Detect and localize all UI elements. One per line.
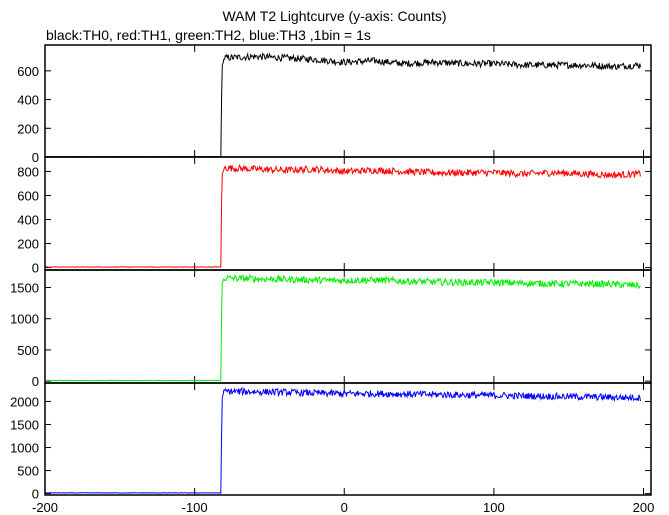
x-tick-label: -100 [182,500,208,515]
y-tick-label: 0 [32,374,39,389]
y-tick-label: 500 [17,343,39,358]
chart-subtitle: black:TH0, red:TH1, green:TH2, blue:TH3 … [46,27,371,43]
y-tick-label: 200 [17,237,39,252]
y-tick-label: 0 [32,487,39,502]
y-tick-label: 400 [17,213,39,228]
y-tick-label: 800 [17,164,39,179]
series-line-th0 [44,52,641,158]
y-tick-label: 600 [17,188,39,203]
x-tick-label: 100 [483,500,505,515]
panel-th1: 0 200 400 600 800 [17,156,652,276]
series-line-th3 [44,386,641,494]
x-tick-label: -200 [32,500,58,515]
y-tick-label: 1500 [10,280,39,295]
y-tick-label: 1500 [10,417,39,432]
series-line-th2 [45,273,641,382]
chart-title: WAM T2 Lightcurve (y-axis: Counts) [222,8,447,24]
series-line-th1 [44,163,641,268]
y-tick-label: 2000 [10,394,39,409]
y-tick-label: 600 [17,64,39,79]
y-tick-label: 500 [17,464,39,479]
panel-frame [44,269,652,384]
panel-th2: 0 500 1000 1500 [10,269,652,389]
panel-frame [44,156,652,271]
x-tick-label: 0 [341,500,348,515]
y-tick-label: 400 [17,93,39,108]
panel-th0: 0 200 400 600 [17,44,652,165]
y-tick-label: 1000 [10,312,39,327]
y-tick-label: 0 [32,261,39,276]
panel-frame [44,382,652,496]
y-tick-label: 200 [17,121,39,136]
y-tick-label: 0 [32,150,39,165]
panel-th3: 0 500 1000 1500 2000 [10,382,652,502]
x-tick-label: 200 [633,500,655,515]
y-tick-label: 1000 [10,441,39,456]
